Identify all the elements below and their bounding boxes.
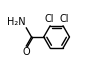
Text: H₂N: H₂N — [7, 17, 26, 27]
Text: O: O — [23, 47, 30, 57]
Text: Cl: Cl — [60, 14, 69, 24]
Text: Cl: Cl — [44, 14, 54, 24]
